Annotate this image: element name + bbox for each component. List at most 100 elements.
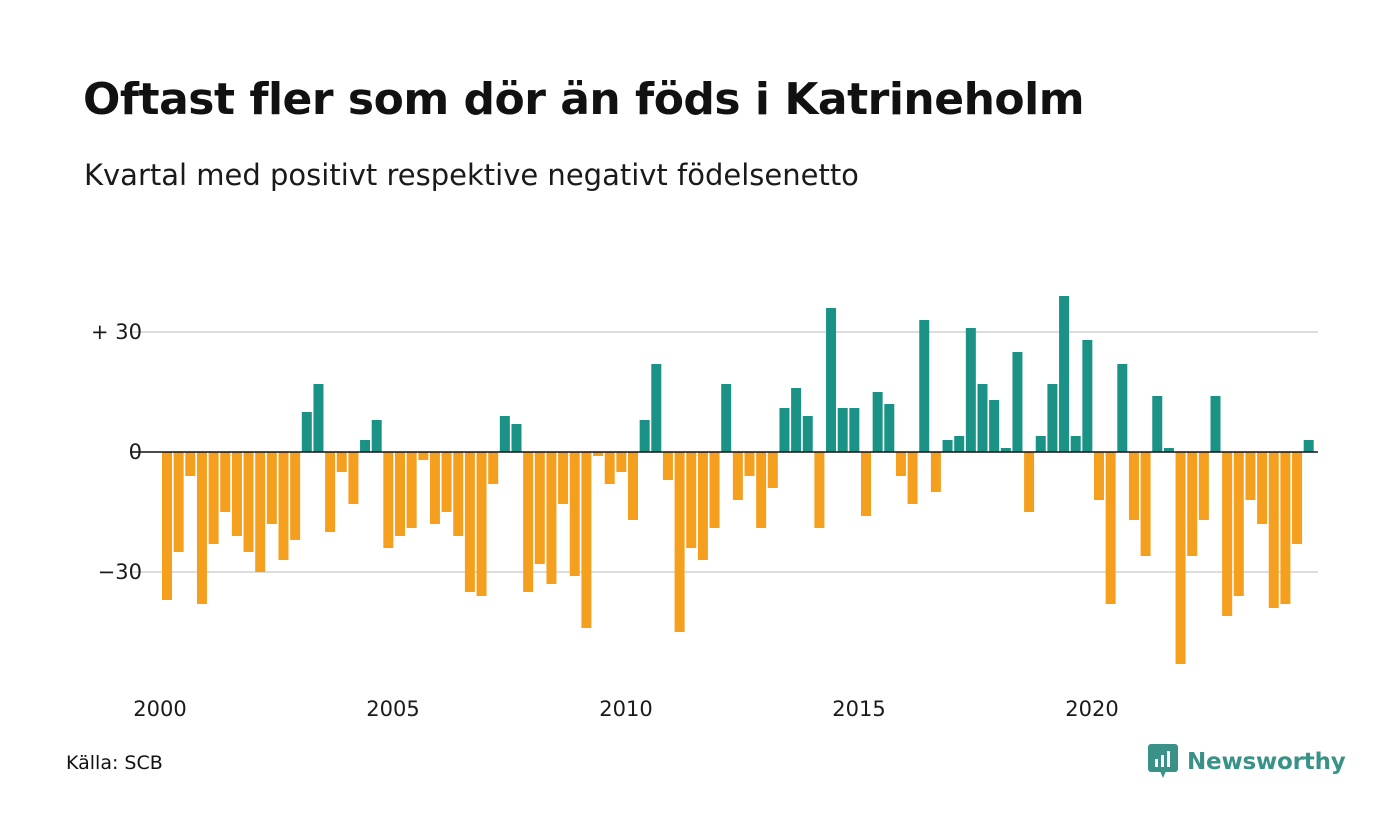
bar — [1198, 452, 1209, 520]
bar — [697, 452, 708, 560]
bar — [1117, 364, 1128, 452]
bar — [709, 452, 720, 528]
newsworthy-logo-icon — [1148, 744, 1178, 778]
bar — [266, 452, 277, 524]
bar — [1303, 440, 1314, 452]
bar — [861, 452, 871, 516]
bar — [942, 440, 953, 452]
bar — [1105, 452, 1116, 604]
chart-subtitle: Kvartal med positivt respektive negativt… — [84, 158, 859, 192]
bar — [546, 452, 557, 584]
bar — [826, 308, 837, 452]
bar — [1094, 452, 1104, 500]
bar — [348, 452, 359, 504]
bar — [1047, 384, 1058, 452]
bar — [965, 328, 976, 452]
bar — [989, 400, 1000, 452]
bar — [1175, 452, 1186, 664]
bar — [1187, 452, 1198, 556]
bar — [1257, 452, 1268, 524]
bar — [301, 412, 312, 452]
bar — [930, 452, 941, 492]
bar — [383, 452, 394, 548]
bar — [732, 452, 743, 500]
bars — [162, 296, 1314, 664]
bar — [220, 452, 231, 512]
bar — [196, 452, 207, 604]
bar — [791, 388, 802, 452]
bar — [651, 364, 662, 452]
bar — [581, 452, 592, 628]
bar — [1233, 452, 1244, 596]
bar — [907, 452, 918, 504]
bar — [511, 424, 522, 452]
x-tick-label: 2020 — [1065, 697, 1118, 721]
bar — [872, 392, 883, 452]
bar — [523, 452, 534, 592]
bar — [534, 452, 545, 564]
bar — [814, 452, 825, 528]
bar — [1210, 396, 1221, 452]
bar — [371, 420, 382, 452]
bar — [395, 452, 405, 536]
bar — [1268, 452, 1279, 608]
newsworthy-logo: Newsworthy — [1148, 744, 1346, 780]
bar — [1059, 296, 1070, 452]
bar — [1163, 448, 1174, 452]
grid-lines — [132, 331, 1318, 573]
bar — [569, 452, 580, 576]
bar — [1280, 452, 1291, 604]
bar — [1000, 448, 1011, 452]
bar — [954, 436, 965, 452]
logo-text: Newsworthy — [1187, 749, 1346, 775]
bar — [767, 452, 778, 488]
bar — [616, 452, 627, 472]
bar — [243, 452, 254, 552]
bar — [593, 452, 604, 456]
bar — [406, 452, 417, 528]
y-axis-tick-labels: + 30 0 −30 — [91, 320, 142, 584]
x-tick-label: 2000 — [133, 697, 186, 721]
bar — [628, 452, 638, 520]
bar — [1222, 452, 1233, 616]
bar — [173, 452, 184, 552]
bar — [418, 452, 429, 460]
bar — [662, 452, 673, 480]
x-axis-tick-labels: 2000 2005 2010 2015 2020 — [133, 697, 1118, 721]
bar — [1035, 436, 1046, 452]
bar — [441, 452, 452, 512]
bar — [453, 452, 464, 536]
bar — [639, 420, 650, 452]
source-note: Källa: SCB — [66, 752, 163, 774]
bar — [756, 452, 767, 528]
bar — [290, 452, 301, 540]
bar — [208, 452, 219, 544]
bar — [802, 416, 813, 452]
bar — [558, 452, 569, 504]
bar — [849, 408, 860, 452]
chart-title: Oftast fler som dör än föds i Katrinehol… — [83, 74, 1085, 125]
bar — [604, 452, 615, 484]
bar — [1292, 452, 1303, 544]
bar — [429, 452, 440, 524]
bar — [884, 404, 895, 452]
y-tick-label: 0 — [129, 440, 142, 464]
bar — [360, 440, 371, 452]
bar — [837, 408, 848, 452]
bar — [1128, 452, 1139, 520]
bar — [1070, 436, 1081, 452]
bar — [499, 416, 510, 452]
bar — [686, 452, 697, 548]
bar — [1024, 452, 1035, 512]
bar — [779, 408, 790, 452]
bar — [744, 452, 755, 476]
x-tick-label: 2005 — [366, 697, 419, 721]
bar — [231, 452, 242, 536]
bar — [278, 452, 289, 560]
bar — [977, 384, 988, 452]
bar — [674, 452, 685, 632]
bar — [1082, 340, 1093, 452]
x-tick-label: 2010 — [599, 697, 652, 721]
bar — [313, 384, 324, 452]
bar — [721, 384, 732, 452]
